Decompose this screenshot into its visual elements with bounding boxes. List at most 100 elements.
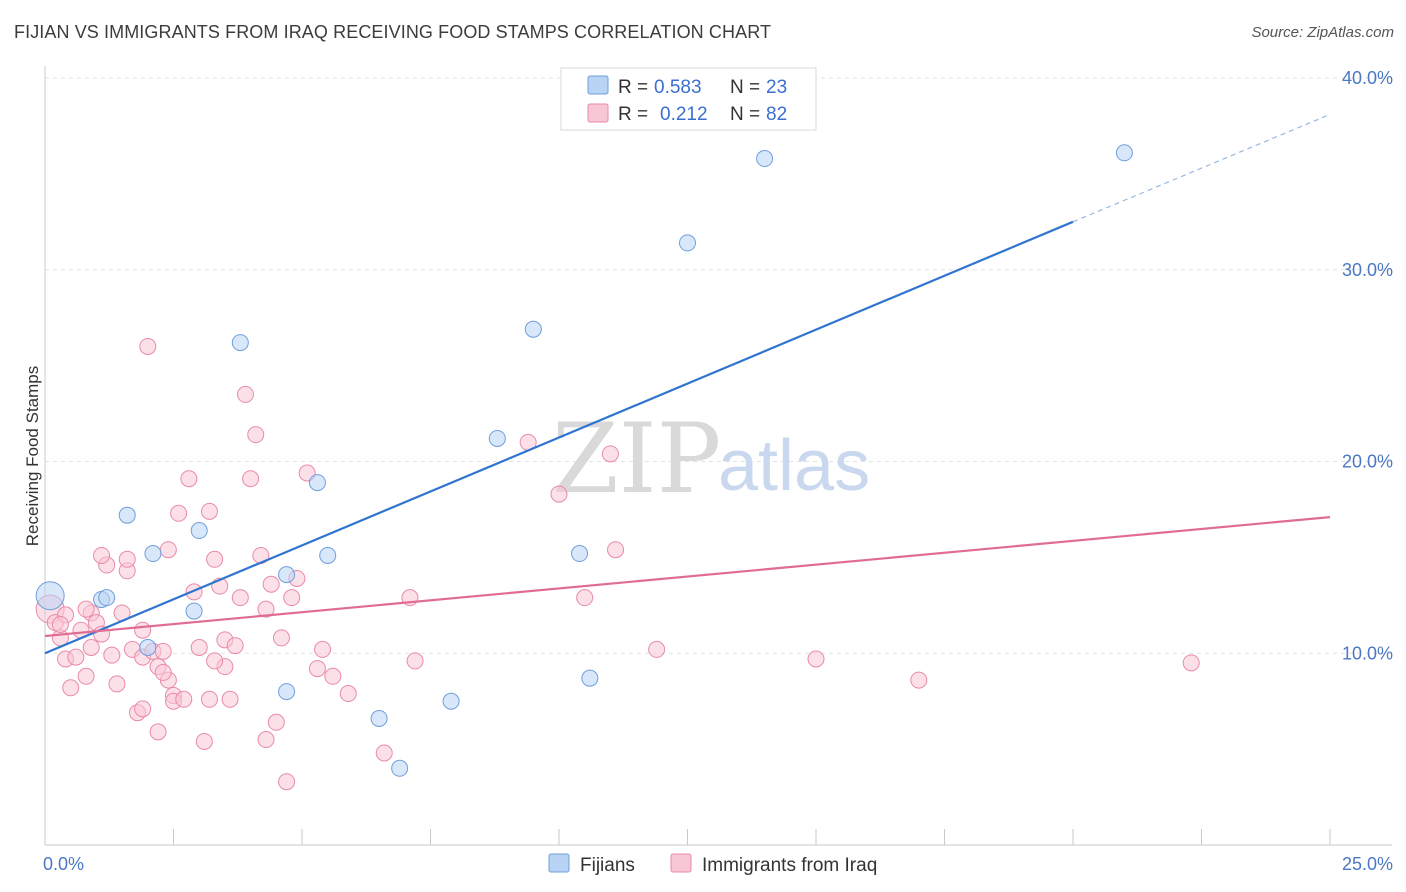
legend-r-value-1: 0.212	[660, 104, 708, 125]
legend-box: R = 0.583 N = 23 R = 0.212 N = 82	[560, 67, 817, 131]
legend-n-label-0: N =	[730, 77, 760, 98]
iraq-point	[247, 426, 265, 444]
fijian-point	[524, 320, 542, 338]
x-tick-label-0: 0.0%	[43, 854, 84, 874]
iraq-point	[77, 667, 95, 685]
fijian-point	[278, 683, 296, 701]
iraq-point	[200, 690, 218, 708]
y-axis-label: Receiving Food Stamps	[23, 366, 42, 546]
fijian-point	[139, 638, 157, 656]
trendlines	[44, 113, 1331, 655]
iraq-point	[231, 589, 249, 607]
fijian-point	[442, 692, 460, 710]
iraq-point	[267, 713, 285, 731]
iraq-point	[77, 600, 95, 618]
fijian-point	[571, 545, 589, 563]
chart-title: FIJIAN VS IMMIGRANTS FROM IRAQ RECEIVING…	[14, 22, 772, 42]
y-tick-label-1: 20.0%	[1342, 452, 1393, 472]
bottom-legend-swatch-fijian	[548, 853, 570, 873]
tick-labels: 10.0% 20.0% 30.0% 40.0% 0.0% 25.0%	[43, 68, 1393, 874]
y-tick-label-2: 30.0%	[1342, 260, 1393, 280]
iraq-point	[308, 660, 326, 678]
fijian-point	[679, 234, 696, 252]
bottom-legend-label-fijian: Fijians	[580, 855, 635, 876]
iraq-point	[118, 550, 136, 568]
iraq-point	[93, 546, 111, 564]
iraq-point	[242, 470, 260, 488]
iraq-point	[550, 485, 568, 503]
iraq-point	[314, 640, 332, 658]
iraq-point	[226, 637, 244, 655]
iraq-point	[1182, 654, 1200, 672]
series-iraq-points	[35, 337, 1200, 791]
fijian-point	[319, 546, 337, 564]
iraq-point	[339, 685, 357, 703]
iraq-point	[154, 642, 172, 660]
fijian-point	[35, 581, 65, 611]
iraq-point	[221, 690, 239, 708]
trendline-fijian-extension	[1072, 113, 1331, 223]
iraq-point	[51, 615, 69, 633]
iraq-point	[139, 337, 157, 355]
iraq-point	[134, 621, 152, 639]
iraq-point	[82, 638, 100, 656]
iraq-point	[910, 671, 928, 689]
fijian-point	[581, 669, 599, 687]
iraq-point	[324, 667, 342, 685]
source-label: Source: ZipAtlas.com	[1251, 24, 1394, 41]
fijian-point	[185, 602, 203, 620]
iraq-point	[170, 504, 188, 522]
fijian-point	[231, 334, 249, 352]
iraq-point	[406, 652, 424, 670]
legend-n-value-1: 82	[766, 104, 787, 125]
fijian-point	[488, 429, 506, 447]
legend-swatch-iraq	[587, 103, 609, 123]
iraq-point	[103, 646, 121, 664]
fijian-point	[370, 709, 388, 727]
legend-r-label-0: R =	[618, 77, 648, 98]
iraq-point	[108, 675, 126, 693]
iraq-point	[62, 679, 80, 697]
iraq-point	[257, 600, 275, 618]
iraq-point	[175, 690, 193, 708]
fijian-point	[308, 474, 326, 492]
iraq-point	[206, 550, 224, 568]
legend-r-value-0: 0.583	[654, 77, 702, 98]
trendline-iraq	[44, 516, 1331, 638]
iraq-point	[278, 773, 296, 791]
iraq-point	[206, 652, 224, 670]
iraq-point	[154, 663, 172, 681]
iraq-point	[607, 541, 625, 559]
bottom-legend: Fijians Immigrants from Iraq	[548, 853, 877, 876]
x-tick-label-1: 25.0%	[1342, 854, 1393, 874]
watermark-zip-text: ZIP	[552, 403, 721, 515]
fijian-point	[1115, 144, 1133, 162]
fijian-point	[391, 759, 409, 777]
iraq-point	[272, 629, 290, 647]
iraq-point	[67, 648, 85, 666]
watermark: ZIP atlas	[552, 403, 870, 515]
axes	[44, 66, 1392, 846]
iraq-point	[262, 575, 280, 593]
iraq-point	[576, 589, 594, 607]
bottom-legend-swatch-iraq	[670, 853, 692, 873]
iraq-point	[648, 640, 666, 658]
iraq-point	[257, 731, 275, 749]
legend-n-value-0: 23	[766, 77, 787, 98]
legend-n-label-1: N =	[730, 104, 760, 125]
legend-r-label-1: R =	[618, 104, 648, 125]
fijian-point	[144, 545, 162, 563]
iraq-point	[601, 445, 619, 463]
fijian-point	[278, 566, 296, 584]
trendline-fijian	[44, 220, 1074, 655]
series-fijian-points	[35, 144, 1133, 777]
iraq-point	[180, 470, 198, 488]
iraq-point	[159, 541, 177, 559]
iraq-point	[375, 744, 393, 762]
legend-swatch-fijian	[587, 75, 609, 95]
gridlines	[45, 77, 1392, 654]
iraq-point	[190, 638, 208, 656]
iraq-point	[134, 700, 152, 718]
fijian-point	[190, 522, 208, 540]
